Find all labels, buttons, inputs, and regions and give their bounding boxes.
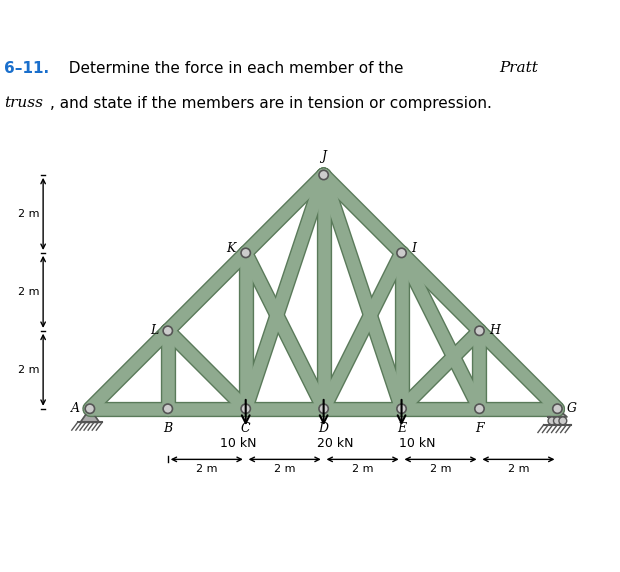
Circle shape [85, 404, 95, 414]
Text: 10 kN: 10 kN [219, 437, 256, 450]
Text: 2 m: 2 m [18, 365, 39, 375]
Text: J: J [321, 150, 326, 163]
Text: 2 m: 2 m [18, 209, 39, 219]
Text: 2 m: 2 m [196, 464, 218, 474]
Circle shape [163, 404, 172, 414]
Text: C: C [241, 422, 250, 435]
Text: I: I [411, 243, 416, 256]
Circle shape [241, 404, 250, 414]
Circle shape [241, 248, 250, 257]
Circle shape [559, 417, 567, 424]
Text: E: E [397, 422, 406, 435]
Polygon shape [81, 409, 99, 422]
Text: Pratt: Pratt [500, 61, 539, 75]
Text: 6–11.: 6–11. [4, 61, 50, 76]
Circle shape [548, 417, 556, 424]
Text: , and state if the members are in tension or compression.: , and state if the members are in tensio… [50, 96, 492, 112]
Text: G: G [567, 402, 577, 415]
Text: L: L [150, 324, 158, 337]
Text: Determine the force in each member of the: Determine the force in each member of th… [60, 61, 409, 76]
Text: B: B [163, 422, 172, 435]
Circle shape [552, 404, 562, 414]
Text: F: F [475, 422, 484, 435]
Text: 2 m: 2 m [430, 464, 451, 474]
Circle shape [475, 326, 484, 336]
Circle shape [475, 404, 484, 414]
Text: A: A [71, 402, 80, 415]
Text: H: H [489, 324, 500, 337]
Text: 10 kN: 10 kN [399, 437, 435, 450]
Circle shape [554, 417, 561, 424]
Text: 2 m: 2 m [508, 464, 529, 474]
Text: 2 m: 2 m [274, 464, 295, 474]
Circle shape [163, 326, 172, 336]
Text: D: D [319, 422, 329, 435]
Text: 20 kN: 20 kN [317, 437, 353, 450]
Text: truss: truss [4, 96, 43, 110]
Polygon shape [548, 409, 567, 417]
Text: 2 m: 2 m [18, 287, 39, 297]
Circle shape [87, 406, 93, 412]
Circle shape [397, 248, 406, 257]
Circle shape [319, 404, 329, 414]
Text: 2 m: 2 m [352, 464, 373, 474]
Circle shape [397, 404, 406, 414]
Text: K: K [226, 243, 236, 256]
Circle shape [319, 170, 329, 180]
